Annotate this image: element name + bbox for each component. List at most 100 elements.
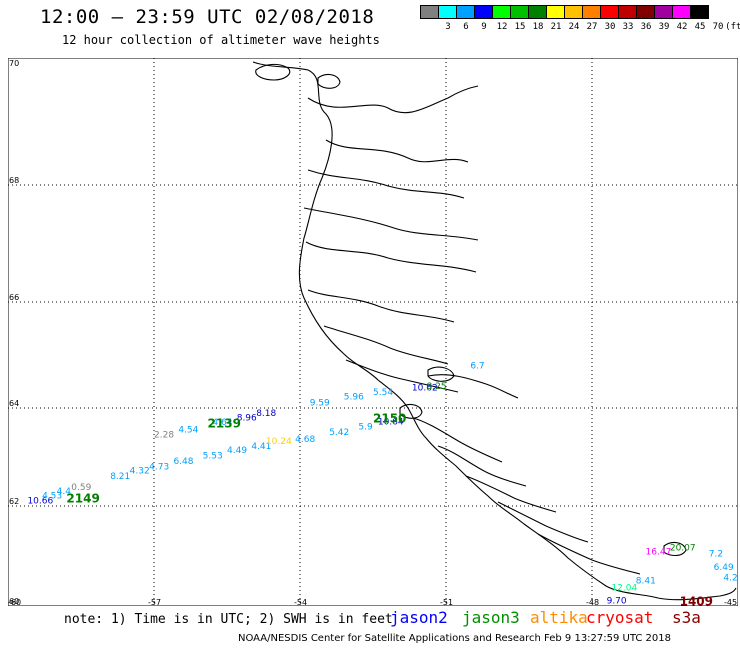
satellite-key-jason2: jason2 <box>390 608 448 627</box>
legend-value-label: 27 <box>586 22 598 32</box>
map-subtitle: 12 hour collection of altimeter wave hei… <box>62 33 380 47</box>
wave-height-value: 10.24 <box>266 437 292 447</box>
wave-height-value: 4.41 <box>251 442 271 452</box>
wave-height-value: 4.68 <box>295 435 315 445</box>
wave-height-value: 0.59 <box>71 483 91 493</box>
wave-height-value: 4.49 <box>227 446 247 456</box>
wave-height-value: 7.2 <box>709 550 723 560</box>
wave-height-value: 12.04 <box>611 584 637 594</box>
legend-value-label: 3 <box>445 22 451 32</box>
pass-number-label: 1409 <box>680 595 713 607</box>
legend-value-label: 39 <box>658 22 670 32</box>
legend-swatch <box>420 5 439 19</box>
greenland-coastline <box>252 61 737 601</box>
map-title: 12:00 – 23:59 UTC 02/08/2018 <box>40 6 375 28</box>
longitude-tick-label: -45 <box>724 598 737 606</box>
latitude-tick-label: 64 <box>9 399 19 408</box>
wave-height-labels: 10.664.534.4 0.59 8.214.32 4.73 6.48 5.53 4.49… <box>27 361 737 606</box>
color-scale-legend <box>420 5 709 19</box>
wave-height-value: 5.42 <box>329 428 349 438</box>
wave-height-value: 4.64 <box>212 418 232 428</box>
wave-height-value: 9.70 <box>607 597 627 607</box>
legend-value-label: 36 <box>640 22 652 32</box>
footer-note: note: 1) Time is in UTC; 2) SWH is in fe… <box>64 612 393 627</box>
legend-value-label: 24 <box>568 22 580 32</box>
wave-height-value: 4.32 <box>130 467 150 477</box>
axis-tick-labels: 70 68 66 64 62 60-60 -57 -54 -51 -48 -45 <box>8 59 737 606</box>
latitude-tick-label: 68 <box>9 176 19 185</box>
longitude-tick-label: -51 <box>440 598 453 606</box>
longitude-tick-label: -54 <box>294 598 307 606</box>
legend-swatch <box>564 5 583 19</box>
pass-number-label: 2139 <box>208 417 241 431</box>
wave-height-value: 5.54 <box>373 388 393 398</box>
pass-number-label: 2150 <box>373 412 406 426</box>
legend-swatch <box>690 5 709 19</box>
wave-height-value: 6.7 <box>470 361 484 371</box>
legend-value-label: 18 <box>532 22 544 32</box>
legend-swatch <box>510 5 529 19</box>
wave-height-value: 16.47 <box>646 548 672 558</box>
legend-swatch <box>492 5 511 19</box>
legend-value-label: 70 <box>712 22 724 32</box>
legend-value-label: 42 <box>676 22 688 32</box>
wave-height-value: 4.73 <box>149 462 169 472</box>
legend-value-label: 30 <box>604 22 616 32</box>
wave-height-value: 5.9 <box>358 423 373 433</box>
legend-value-label: 6 <box>463 22 469 32</box>
wave-height-value: 10.66 <box>27 497 53 507</box>
satellite-key-cryosat: cryosat <box>586 608 654 627</box>
pass-number-label: 2149 <box>66 492 99 506</box>
wave-height-map: 10.664.534.4 0.59 8.214.32 4.73 6.48 5.53 4.49… <box>8 58 738 606</box>
latitude-tick-label: 60 <box>9 597 19 606</box>
wave-height-value: 10.64 <box>378 418 404 428</box>
wave-height-value: 5.96 <box>344 393 364 403</box>
wave-height-value: 4.4 <box>57 487 72 497</box>
wave-height-value: 8.96 <box>237 413 257 423</box>
wave-height-value: 8.18 <box>256 409 276 419</box>
legend-swatch <box>546 5 565 19</box>
wave-height-value: 4.53 <box>42 492 62 502</box>
longitude-tick-label: -48 <box>586 598 599 606</box>
satellite-pass-labels: 2149 2150 2139 1409 <box>66 412 713 606</box>
legend-swatch <box>654 5 673 19</box>
latitude-tick-label: 66 <box>9 293 19 302</box>
wave-height-value: 8.41 <box>636 577 656 587</box>
legend-value-label: 9 <box>481 22 487 32</box>
wave-height-value: 8.21 <box>110 472 130 482</box>
latitude-tick-label: 62 <box>9 497 19 506</box>
wave-height-value: 9.59 <box>310 398 330 408</box>
legend-swatch <box>618 5 637 19</box>
legend-swatch <box>474 5 493 19</box>
legend-swatch <box>582 5 601 19</box>
legend-value-label: 12 <box>496 22 508 32</box>
satellite-key-jason3: jason3 <box>462 608 520 627</box>
legend-value-label: 15 <box>514 22 526 32</box>
satellite-key-altika: altika <box>530 608 588 627</box>
longitude-tick-label: -57 <box>148 598 161 606</box>
wave-height-value: 8.25 <box>427 382 447 392</box>
legend-value-label: 21 <box>550 22 562 32</box>
legend-swatch <box>636 5 655 19</box>
wave-height-value: 4.2 <box>723 574 737 584</box>
legend-swatch <box>456 5 475 19</box>
legend-swatch <box>600 5 619 19</box>
wave-height-value: 5.53 <box>203 451 223 461</box>
legend-unit-label: (ft) <box>725 22 740 32</box>
wave-height-value: 6.48 <box>173 457 193 467</box>
lat-lon-grid <box>8 58 738 606</box>
legend-swatch <box>438 5 457 19</box>
legend-value-label: 33 <box>622 22 634 32</box>
wave-height-value: 4.54 <box>178 426 198 436</box>
wave-height-value: 10.62 <box>412 384 438 394</box>
legend-swatch <box>672 5 691 19</box>
latitude-tick-label: 70 <box>9 59 19 68</box>
legend-swatch <box>528 5 547 19</box>
longitude-tick-label: -60 <box>8 598 21 606</box>
legend-value-label: 45 <box>694 22 706 32</box>
satellite-key-s3a: s3a <box>672 608 701 627</box>
map-frame <box>8 58 738 606</box>
wave-height-value: 2.28 <box>154 430 174 440</box>
wave-height-value: 6.49 <box>714 563 734 573</box>
